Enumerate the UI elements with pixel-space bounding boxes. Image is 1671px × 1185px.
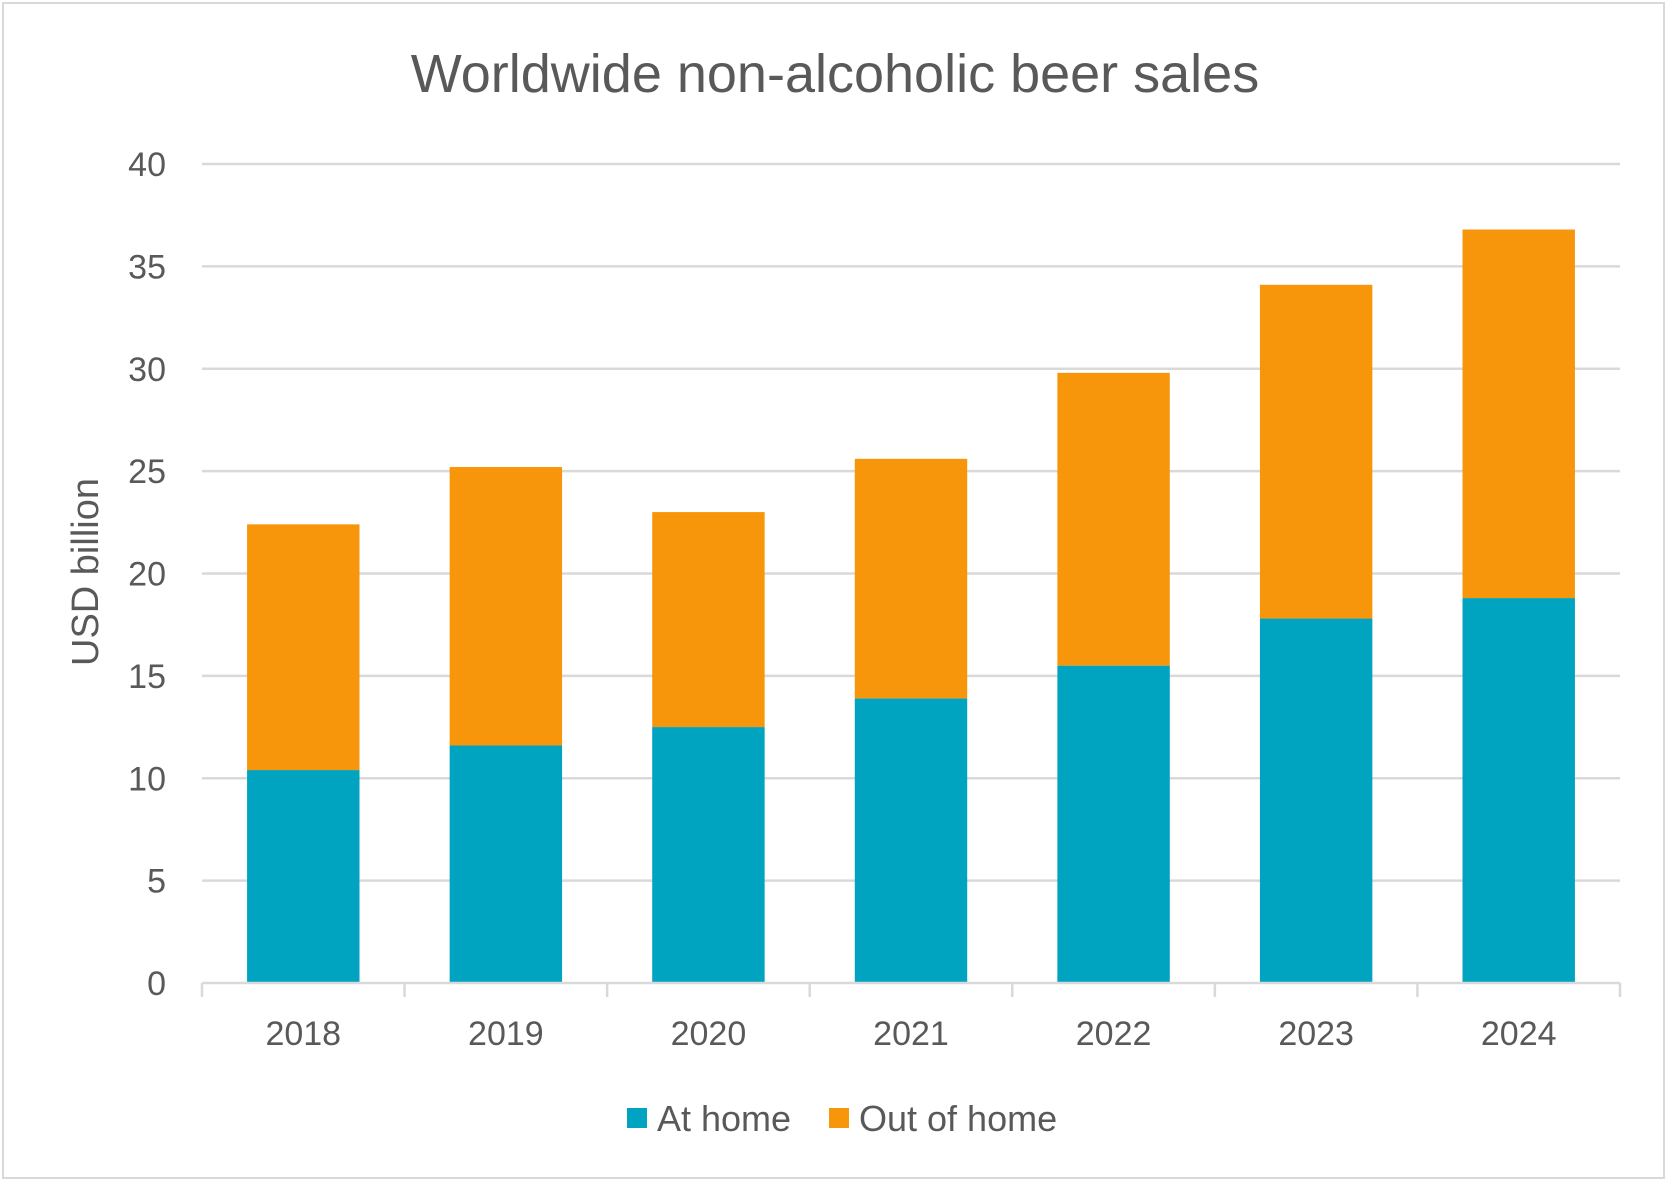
bar-at-home-2022 (1057, 665, 1170, 983)
chart-title: Worldwide non-alcoholic beer sales (411, 44, 1259, 104)
x-axis-ticks: 2018 2019 2020 2021 2022 2023 2024 (265, 1015, 1556, 1053)
y-tick-label: 15 (128, 658, 166, 696)
x-axis (200, 981, 1622, 997)
legend: At home Out of home (627, 1098, 1057, 1139)
legend-swatch-out-of-home (829, 1108, 849, 1128)
bar-at-home-2021 (854, 698, 968, 983)
legend-label: At home (657, 1098, 791, 1139)
bar-at-home-2019 (449, 745, 563, 983)
bar-out-of-home-2020 (652, 512, 765, 728)
y-tick-label: 10 (128, 760, 166, 798)
bar-out-of-home-2022 (1057, 372, 1170, 666)
y-axis-label: USD billion (65, 478, 107, 666)
y-tick-label: 0 (147, 965, 166, 1003)
y-tick-label: 35 (128, 248, 166, 286)
y-tick-label: 30 (128, 351, 166, 389)
x-tick-label: 2023 (1278, 1015, 1354, 1053)
bar-out-of-home-2024 (1462, 229, 1575, 599)
bar-at-home-2018 (247, 770, 360, 983)
legend-swatch-at-home (627, 1108, 647, 1128)
x-tick-label: 2019 (468, 1015, 544, 1053)
y-tick-label: 40 (128, 146, 166, 184)
bar-at-home-2024 (1462, 598, 1575, 983)
bar-out-of-home-2019 (449, 467, 563, 746)
x-tick-label: 2018 (265, 1015, 341, 1053)
y-tick-label: 5 (147, 863, 166, 901)
x-tick-label: 2020 (671, 1015, 747, 1053)
bar-out-of-home-2021 (854, 458, 968, 699)
x-tick-label: 2022 (1076, 1015, 1152, 1053)
x-tick-label: 2021 (873, 1015, 949, 1053)
bar-at-home-2023 (1259, 618, 1373, 983)
x-tick-label: 2024 (1481, 1015, 1557, 1053)
bars (247, 229, 1575, 983)
bar-out-of-home-2018 (247, 524, 360, 771)
legend-label: Out of home (859, 1098, 1057, 1139)
y-tick-label: 20 (128, 556, 166, 594)
bar-out-of-home-2023 (1259, 284, 1373, 619)
bar-at-home-2020 (652, 727, 765, 983)
y-axis-ticks: 0 5 10 15 20 25 30 35 40 (128, 146, 166, 1003)
y-tick-label: 25 (128, 453, 166, 491)
